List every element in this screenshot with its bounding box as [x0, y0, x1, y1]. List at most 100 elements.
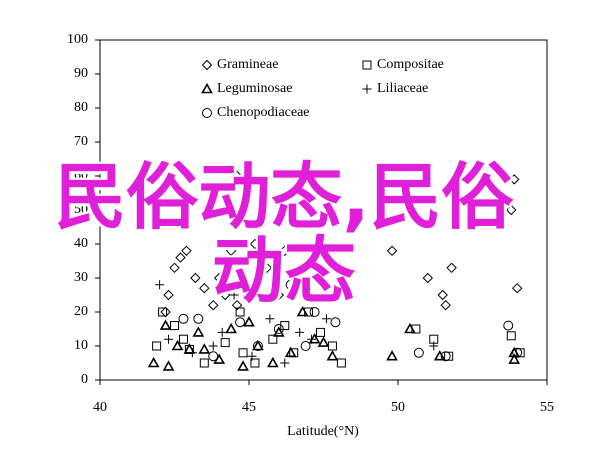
point	[265, 314, 275, 324]
point	[158, 307, 168, 317]
point	[198, 343, 211, 354]
point	[429, 341, 439, 351]
point	[228, 238, 240, 250]
point	[178, 313, 189, 324]
y-tick-label: 60	[74, 168, 88, 183]
point	[155, 280, 165, 290]
point	[280, 358, 290, 368]
point	[162, 360, 175, 371]
point	[404, 322, 416, 334]
point	[225, 245, 237, 257]
point	[231, 170, 243, 182]
point	[193, 313, 204, 324]
point	[327, 341, 337, 351]
point	[237, 360, 249, 371]
point	[199, 358, 209, 368]
point	[247, 351, 257, 361]
point	[307, 334, 317, 344]
legend-label: Compositae	[377, 57, 444, 72]
point	[440, 299, 451, 311]
point	[316, 327, 326, 337]
point	[300, 341, 311, 351]
y-tick-label: 100	[67, 32, 88, 47]
legend-marker	[202, 108, 212, 118]
point	[169, 262, 180, 274]
point	[309, 307, 320, 317]
point	[219, 289, 231, 301]
point	[187, 348, 197, 358]
point	[147, 356, 160, 368]
point	[220, 279, 231, 290]
legend-label: Liliaceae	[377, 81, 428, 96]
point	[413, 347, 424, 358]
point	[433, 350, 446, 361]
point	[422, 272, 434, 284]
point	[279, 245, 290, 257]
y-tick-label: 80	[74, 100, 88, 115]
legend-marker	[201, 59, 213, 71]
y-tick-label: 20	[74, 304, 88, 319]
point	[160, 306, 171, 318]
y-tick-label: 30	[74, 270, 88, 285]
overlay-text: 民俗动态,民俗动态	[54, 155, 514, 313]
point	[327, 289, 338, 301]
x-tick-label: 40	[93, 400, 107, 415]
point	[213, 272, 225, 284]
legend-label: Leguminosae	[217, 81, 292, 96]
point	[506, 204, 517, 216]
point	[280, 321, 290, 331]
y-tick-label: 50	[74, 202, 88, 217]
point	[509, 174, 520, 185]
point	[440, 351, 451, 362]
legend-marker	[201, 82, 213, 94]
point	[272, 326, 285, 337]
point	[250, 358, 260, 368]
point	[511, 282, 523, 294]
point	[243, 279, 255, 291]
point	[192, 326, 205, 337]
point	[512, 347, 523, 358]
point	[437, 289, 448, 301]
point	[285, 279, 296, 290]
point	[309, 255, 320, 267]
point	[386, 245, 398, 257]
legend-marker	[362, 84, 372, 94]
point	[181, 204, 192, 216]
point	[231, 299, 243, 311]
point	[170, 321, 179, 331]
point	[163, 289, 174, 301]
point	[296, 305, 309, 317]
point	[294, 265, 305, 277]
point	[330, 317, 341, 328]
x-axis-label: Latitude(°N)	[287, 424, 359, 439]
point	[199, 282, 210, 294]
point	[252, 339, 264, 351]
legend-marker	[362, 60, 372, 70]
point	[268, 334, 278, 344]
x-tick-label: 45	[242, 400, 256, 415]
point	[321, 314, 331, 324]
point	[446, 262, 457, 274]
point	[252, 341, 263, 351]
y-tick-label: 70	[74, 134, 88, 149]
point	[506, 331, 516, 341]
point	[249, 238, 261, 250]
point	[220, 338, 230, 348]
point	[508, 353, 521, 364]
point	[295, 327, 305, 337]
point	[175, 252, 186, 263]
point	[238, 348, 248, 358]
point	[208, 341, 218, 351]
point	[284, 346, 297, 358]
y-tick-label: 90	[74, 66, 88, 81]
point	[261, 262, 273, 274]
point	[235, 307, 245, 317]
point	[243, 316, 255, 327]
x-tick-label: 50	[391, 400, 405, 415]
point	[208, 299, 219, 311]
point	[164, 334, 174, 344]
point	[326, 350, 339, 361]
point	[181, 245, 192, 257]
